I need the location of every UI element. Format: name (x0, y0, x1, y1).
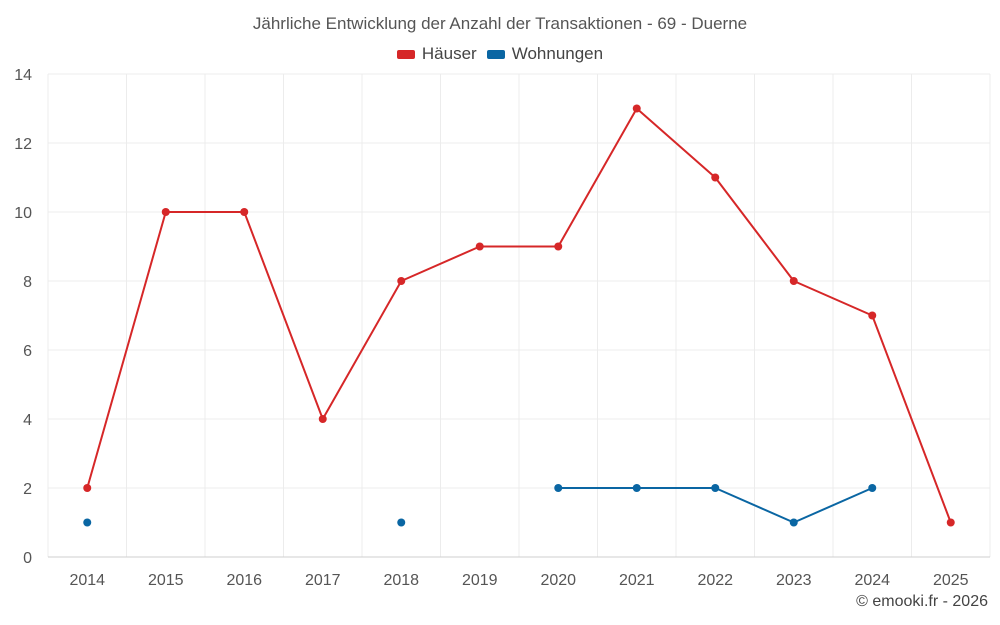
x-tick-label: 2019 (462, 572, 498, 589)
legend-label-wohnungen: Wohnungen (511, 44, 604, 63)
data-point (868, 311, 877, 320)
series-line (558, 487, 873, 524)
data-point (318, 415, 327, 423)
y-tick-label: 8 (23, 274, 32, 291)
data-point (868, 484, 877, 492)
data-point (554, 484, 563, 492)
y-tick-label: 10 (14, 205, 32, 222)
x-tick-label: 2014 (69, 572, 105, 589)
legend-swatch-haeuser (396, 49, 415, 59)
x-tick-label: 2016 (226, 572, 262, 589)
legend-item-wohnungen[interactable]: Wohnungen (486, 44, 604, 64)
data-point (632, 484, 641, 492)
y-tick-label: 0 (23, 550, 32, 567)
x-tick-label: 2015 (148, 572, 184, 589)
data-point (397, 277, 406, 285)
y-tick-label: 12 (14, 136, 32, 153)
y-tick-label: 4 (23, 412, 32, 429)
data-point (711, 484, 720, 492)
legend-label-haeuser: Häuser (421, 44, 477, 63)
x-tick-label: 2024 (854, 572, 890, 589)
series-line (86, 107, 952, 523)
data-point (632, 104, 641, 113)
series-wohnungen (83, 484, 877, 527)
legend: Häuser Wohnungen (0, 44, 1000, 64)
data-point (83, 484, 92, 492)
y-tick-label: 14 (14, 67, 32, 84)
x-tick-label: 2023 (776, 572, 812, 589)
legend-swatch-wohnungen (486, 49, 505, 59)
data-point (554, 242, 563, 251)
x-tick-label: 2018 (383, 572, 419, 589)
data-point (789, 277, 798, 285)
data-point (789, 518, 798, 527)
credit-text: © emooki.fr - 2026 (856, 593, 988, 610)
y-tick-label: 2 (23, 481, 32, 498)
data-point (240, 208, 249, 216)
x-tick-label: 2017 (305, 572, 341, 589)
series-haeuser (83, 104, 955, 527)
legend-item-haeuser[interactable]: Häuser (396, 44, 477, 64)
x-tick-label: 2022 (697, 572, 733, 589)
data-point (161, 208, 170, 216)
chart-title: Jährliche Entwicklung der Anzahl der Tra… (252, 14, 748, 33)
data-point (475, 242, 484, 251)
data-point (711, 173, 720, 182)
x-tick-label: 2025 (933, 572, 969, 589)
x-tick-label: 2021 (619, 572, 655, 589)
data-point (83, 518, 92, 527)
data-point (397, 518, 406, 527)
data-point (946, 518, 955, 527)
y-tick-label: 6 (23, 343, 32, 360)
x-tick-label: 2020 (540, 572, 576, 589)
